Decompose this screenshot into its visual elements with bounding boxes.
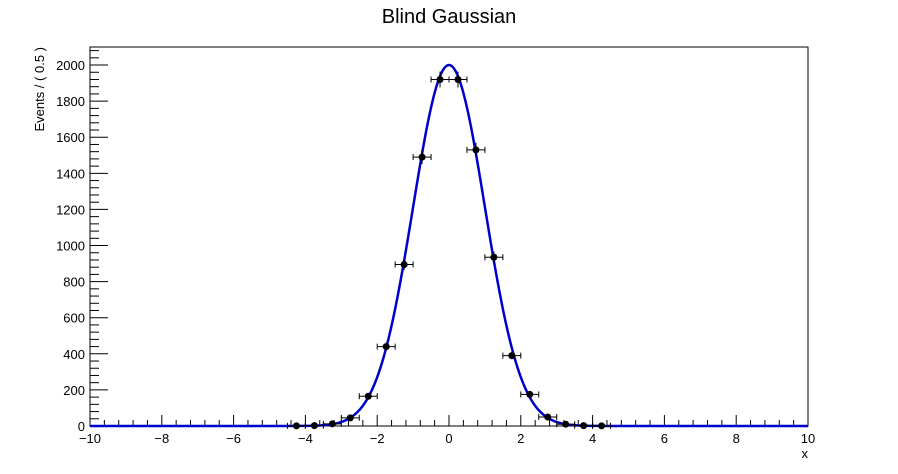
y-tick-label: 200 xyxy=(63,383,85,398)
data-point xyxy=(448,71,468,88)
data-marker xyxy=(436,75,444,83)
y-tick-label: 1600 xyxy=(56,130,85,145)
x-tick-label: 6 xyxy=(661,431,668,446)
data-marker xyxy=(562,420,570,428)
y-tick-label: 1800 xyxy=(56,94,85,109)
plot-frame xyxy=(89,46,809,427)
y-tick-label: 400 xyxy=(63,347,85,362)
data-point xyxy=(502,352,522,360)
data-marker xyxy=(382,343,390,351)
x-tick-label: −8 xyxy=(154,431,169,446)
y-tick-label: 600 xyxy=(63,311,85,326)
data-point xyxy=(394,259,414,270)
data-point xyxy=(466,142,486,157)
data-point xyxy=(520,390,540,398)
x-tick-label: −4 xyxy=(298,431,313,446)
data-point xyxy=(538,413,558,421)
data-marker xyxy=(544,413,552,421)
data-marker xyxy=(454,75,462,83)
data-point xyxy=(322,420,342,428)
data-marker xyxy=(526,390,534,398)
y-axis-label: Events / ( 0.5 ) xyxy=(32,47,47,132)
x-tick-label: 0 xyxy=(445,431,452,446)
chart-title: Blind Gaussian xyxy=(381,6,517,28)
data-marker xyxy=(292,422,300,430)
fit-curve-layer xyxy=(90,63,808,428)
x-axis: −10 −8 −6 −4 −2 0 2 4 6 8 10 xyxy=(79,415,815,446)
data-point xyxy=(574,422,594,430)
y-tick-label: 2000 xyxy=(56,58,85,73)
data-marker xyxy=(364,392,372,400)
x-tick-label: 10 xyxy=(801,431,815,446)
data-marker xyxy=(508,352,516,360)
x-tick-label: 8 xyxy=(733,431,740,446)
x-tick-label: −6 xyxy=(226,431,241,446)
data-point xyxy=(358,392,378,400)
data-points-layer xyxy=(286,71,612,430)
data-point xyxy=(430,71,450,88)
data-marker xyxy=(400,260,408,268)
data-point xyxy=(376,342,396,351)
data-marker xyxy=(310,422,318,430)
data-point xyxy=(340,414,360,422)
data-point xyxy=(286,422,306,430)
data-marker xyxy=(418,153,426,161)
x-tick-label: −10 xyxy=(79,431,101,446)
data-marker xyxy=(328,420,336,428)
x-tick-label: 4 xyxy=(589,431,596,446)
gaussian-fit-curve xyxy=(90,63,808,428)
data-marker xyxy=(598,422,606,430)
data-point xyxy=(304,422,324,430)
y-tick-label: 800 xyxy=(63,275,85,290)
data-marker xyxy=(472,146,480,154)
y-tick-label: 1000 xyxy=(56,239,85,254)
data-point xyxy=(412,150,432,165)
y-tick-label: 1400 xyxy=(56,166,85,181)
data-point xyxy=(484,251,504,263)
x-tick-label: −2 xyxy=(370,431,385,446)
x-tick-label: 2 xyxy=(517,431,524,446)
x-axis-label: x xyxy=(802,446,809,461)
y-tick-label: 0 xyxy=(78,419,85,434)
data-marker xyxy=(580,422,588,430)
data-marker xyxy=(490,253,498,261)
y-axis: 0 200 400 600 800 1000 1200 1400 1600 1800 2000 xyxy=(56,50,108,434)
data-marker xyxy=(346,414,354,422)
y-tick-label: 1200 xyxy=(56,202,85,217)
data-point xyxy=(592,422,612,430)
